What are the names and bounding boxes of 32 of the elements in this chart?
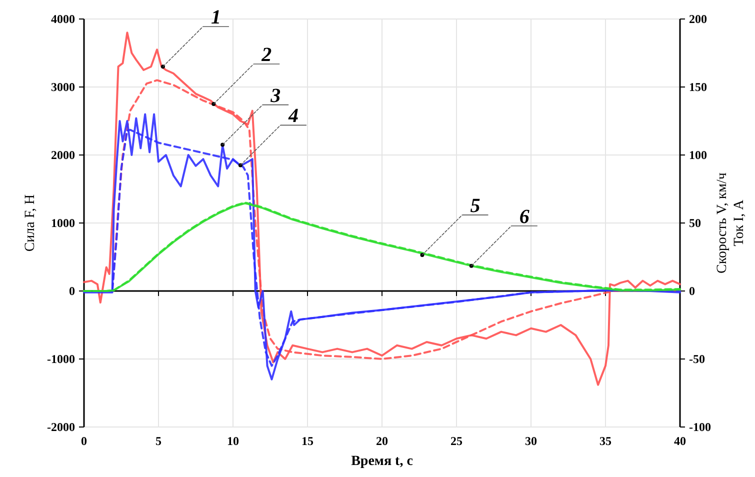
y-tick-label: 0	[69, 284, 75, 298]
x-tick-label: 20	[376, 434, 388, 448]
x-tick-label: 10	[227, 434, 239, 448]
y2-tick-label: 150	[689, 80, 707, 94]
y-tick-label: -1000	[47, 352, 75, 366]
x-axis-title: Время t, с	[351, 454, 413, 469]
x-tick-label: 0	[81, 434, 87, 448]
y2-axis-title: Скорость V, км/ч Ток I, А	[715, 172, 747, 274]
x-tick-label: 35	[600, 434, 612, 448]
x-tick-label: 25	[450, 434, 462, 448]
y-tick-label: 1000	[51, 216, 75, 230]
annotation: 2	[260, 44, 272, 66]
y-tick-label: 3000	[51, 80, 75, 94]
annotation: 3	[270, 84, 281, 107]
y-tick-label: 4000	[51, 12, 75, 26]
annotation: 1	[210, 6, 221, 29]
x-tick-label: 30	[525, 434, 537, 448]
y-tick-label: -2000	[47, 420, 75, 434]
annotation: 6	[519, 206, 530, 228]
y-axis-title: Сила F, Н	[23, 194, 38, 252]
y2-tick-label: -50	[689, 352, 705, 366]
y2-tick-label: 100	[689, 148, 707, 162]
x-tick-label: 15	[302, 434, 314, 448]
x-tick-label: 5	[156, 434, 162, 448]
x-tick-label: 40	[674, 434, 686, 448]
annotation: 5	[470, 194, 480, 217]
y2-tick-label: 0	[689, 284, 695, 298]
y2-tick-label: -100	[689, 420, 711, 434]
annotation: 4	[287, 105, 298, 128]
y2-tick-label: 50	[689, 216, 701, 230]
y2-tick-label: 200	[689, 12, 707, 26]
y-tick-label: 2000	[51, 148, 75, 162]
